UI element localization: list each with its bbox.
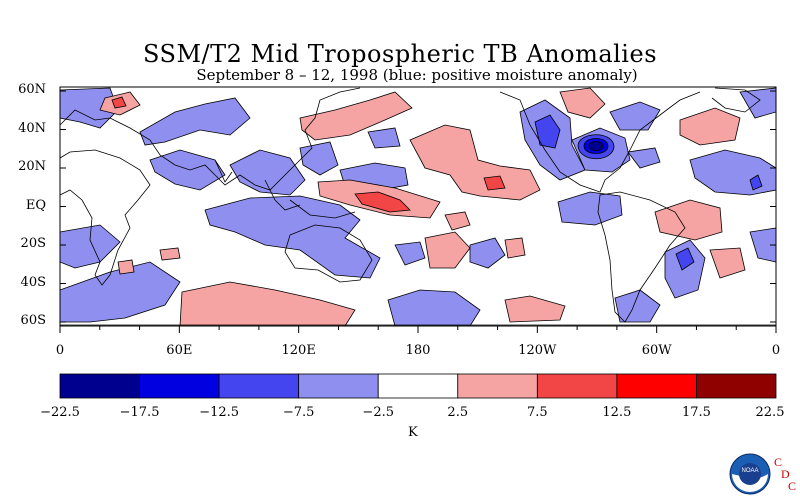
longitude-ticks bbox=[59, 326, 777, 333]
colorbar-tick-label: 17.5 bbox=[681, 405, 711, 420]
longitude-label: 60E bbox=[166, 343, 193, 358]
colorbar-swatch bbox=[298, 373, 379, 399]
cdc-letter-c2: C bbox=[788, 479, 796, 493]
latitude-ticks bbox=[60, 90, 776, 323]
pos-anomaly-core bbox=[111, 96, 127, 109]
pos-anomaly-patch bbox=[159, 247, 181, 261]
map-subtitle: September 8 – 12, 1998 (blue: positive m… bbox=[196, 66, 638, 84]
noaa-cdc-logo: NOAA C D C bbox=[729, 453, 796, 495]
neg-anomaly-patch bbox=[627, 147, 661, 169]
neg-anomaly-patch bbox=[664, 239, 706, 299]
neg-anomaly-patch bbox=[139, 97, 251, 146]
coastline-africa bbox=[59, 149, 151, 286]
cdc-letter-d: D bbox=[781, 467, 790, 481]
colorbar-tick-label: −22.5 bbox=[40, 405, 80, 420]
neg-anomaly-patch bbox=[557, 191, 623, 226]
pos-anomaly-patch bbox=[424, 231, 471, 269]
colorbar-swatch bbox=[139, 373, 220, 399]
latitude-label: 40S bbox=[20, 274, 46, 290]
colorbar-tick-label: 7.5 bbox=[526, 405, 548, 420]
longitude-label: 120E bbox=[281, 343, 316, 358]
latitude-label: 40N bbox=[18, 120, 46, 136]
pos-anomaly-patch bbox=[444, 211, 471, 231]
colorbar-tick-label: −7.5 bbox=[282, 405, 315, 420]
colorbar-swatch bbox=[457, 373, 538, 399]
pos-anomaly-patch bbox=[679, 107, 741, 146]
colorbar bbox=[59, 373, 777, 399]
pos-anomaly-core bbox=[354, 191, 411, 213]
longitude-label: 0 bbox=[771, 343, 781, 358]
colorbar-tick-label: 22.5 bbox=[755, 405, 785, 420]
neg-anomaly-patch bbox=[367, 127, 401, 149]
neg-anomaly-core bbox=[534, 114, 561, 149]
colorbar-swatch bbox=[536, 373, 618, 399]
colorbar-units: K bbox=[408, 425, 418, 440]
pos-anomaly-patch bbox=[709, 247, 746, 279]
coastlines bbox=[59, 87, 776, 326]
neg-anomaly-core bbox=[749, 174, 763, 191]
colorbar-swatch bbox=[616, 373, 697, 399]
neg-anomaly-patch bbox=[149, 149, 226, 191]
pos-anomaly-patch bbox=[559, 87, 606, 119]
neg-anomaly-core bbox=[588, 141, 604, 151]
neg-anomaly-patch bbox=[394, 241, 426, 266]
longitude-label: 180 bbox=[405, 343, 431, 358]
neg-anomaly-patch bbox=[614, 289, 661, 323]
latitude-label: 20S bbox=[20, 236, 46, 251]
colorbar-tick-label: −12.5 bbox=[199, 405, 240, 420]
neg-anomaly-patch bbox=[609, 101, 661, 131]
coastline-se-asia bbox=[214, 159, 356, 219]
pos-anomaly-patch bbox=[299, 91, 413, 141]
pos-anomaly-patch bbox=[409, 124, 541, 201]
colorbar-tick-label: −2.5 bbox=[362, 405, 394, 420]
latitude-label: 60S bbox=[20, 313, 46, 328]
longitude-label: 0 bbox=[55, 343, 65, 358]
colorbar-swatch bbox=[377, 373, 459, 399]
latitude-label: 60N bbox=[18, 82, 46, 97]
coastline-eurasia bbox=[59, 87, 361, 191]
cdc-letter-c1: C bbox=[774, 455, 782, 469]
colorbar-swatch bbox=[218, 373, 300, 399]
colorbar-tick-label: 12.5 bbox=[602, 405, 632, 420]
colorbar-swatch bbox=[59, 373, 140, 399]
neg-anomaly-patch bbox=[229, 149, 306, 196]
colorbar-tick-label: 2.5 bbox=[447, 405, 469, 420]
noaa-logo-text: NOAA bbox=[741, 468, 758, 474]
pos-anomaly-patch bbox=[504, 295, 566, 323]
longitude-label: 60W bbox=[641, 343, 672, 358]
neg-anomaly-patch bbox=[204, 195, 381, 279]
coastline-australia bbox=[284, 224, 373, 283]
neg-anomaly-patch bbox=[469, 237, 506, 269]
latitude-label: EQ bbox=[25, 197, 46, 213]
colorbar-tick-label: −17.5 bbox=[119, 405, 160, 420]
noaa-inner-icon bbox=[739, 463, 761, 485]
pos-anomaly-patch bbox=[117, 259, 135, 275]
pos-anomaly-core bbox=[483, 175, 506, 191]
map-title: SSM/T2 Mid Tropospheric TB Anomalies bbox=[142, 40, 658, 68]
coastline-greenland bbox=[711, 87, 761, 113]
colorbar-swatch bbox=[696, 373, 777, 399]
pos-anomaly-patch bbox=[504, 237, 526, 259]
coastline-north-america bbox=[499, 91, 701, 193]
neg-anomaly-core bbox=[675, 247, 695, 271]
longitude-label: 120W bbox=[518, 343, 557, 358]
coastline-south-america bbox=[597, 191, 686, 323]
anomaly-patches bbox=[59, 87, 777, 327]
latitude-label: 20N bbox=[18, 159, 46, 174]
